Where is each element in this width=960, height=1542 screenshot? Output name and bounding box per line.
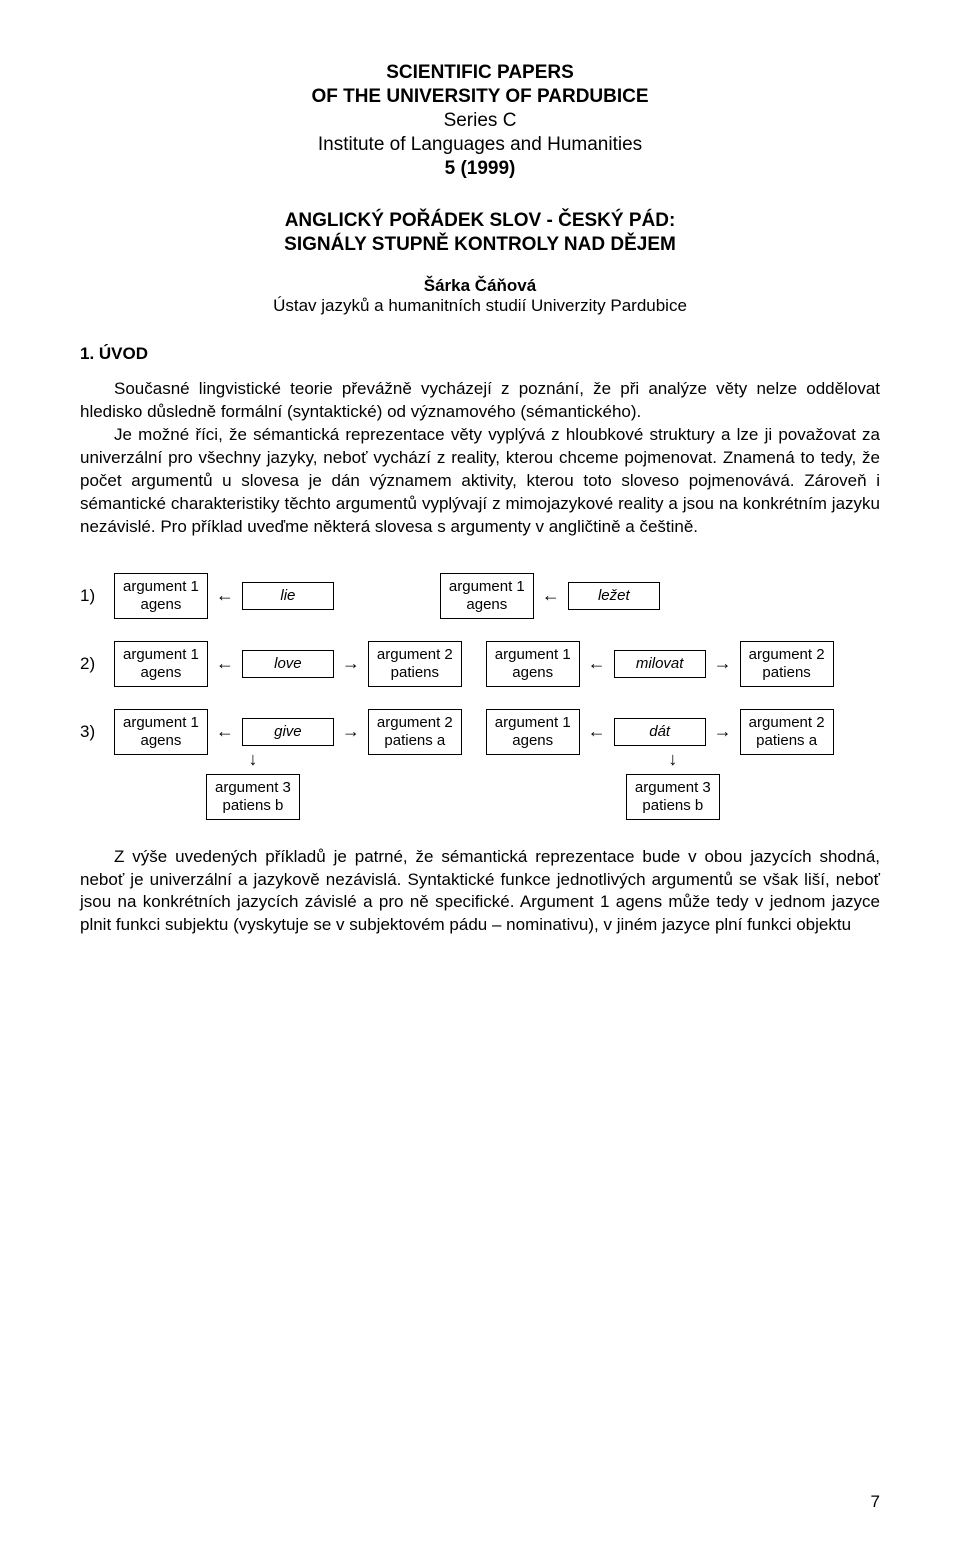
spacer <box>106 749 198 820</box>
arg1-label-line2: agens <box>141 664 182 681</box>
journal-issue: 5 (1999) <box>80 158 880 180</box>
arg1-label-line2: agens <box>141 596 182 613</box>
diagram-row-3-sub: ↓ argument 3 patiens b ↓ argument 3 pati… <box>106 749 880 820</box>
arg3-col-cz: ↓ argument 3 patiens b <box>626 749 720 820</box>
spacer <box>308 749 618 820</box>
arrow-right-icon: → <box>714 653 732 674</box>
arg2a-label-line1: argument 2 <box>377 714 453 731</box>
arg1-label-line1: argument 1 <box>495 646 571 663</box>
arrow-right-icon: → <box>714 721 732 742</box>
arg3-col-en: ↓ argument 3 patiens b <box>206 749 300 820</box>
arrow-left-icon: ← <box>542 585 560 606</box>
diagram-row-1: 1) argument 1 agens ← lie argument 1 age… <box>80 573 880 619</box>
arg1-label-line1: argument 1 <box>123 646 199 663</box>
arg1-label-line1: argument 1 <box>123 578 199 595</box>
arg2a-box: argument 2 patiens a <box>740 709 834 755</box>
verb-box-cz: ležet <box>568 582 660 610</box>
verb-box-en: give <box>242 718 334 746</box>
journal-title-line1: SCIENTIFIC PAPERS <box>80 62 880 84</box>
arg1-box: argument 1 agens <box>440 573 534 619</box>
arrow-left-icon: ← <box>216 653 234 674</box>
section-heading-1: 1. ÚVOD <box>80 344 880 364</box>
arg2-label-line1: argument 2 <box>749 646 825 663</box>
paper-title: ANGLICKÝ POŘÁDEK SLOV - ČESKÝ PÁD: SIGNÁ… <box>80 210 880 256</box>
arrow-left-icon: ← <box>216 585 234 606</box>
row-number-2: 2) <box>80 654 106 674</box>
body-paragraph-2: Je možné říci, že sémantická reprezentac… <box>80 424 880 539</box>
verb-box-en: lie <box>242 582 334 610</box>
arg3-label-line1: argument 3 <box>635 779 711 796</box>
arrow-right-icon: → <box>342 653 360 674</box>
page-number: 7 <box>871 1492 880 1512</box>
author-block: Šárka Čáňová Ústav jazyků a humanitních … <box>80 276 880 316</box>
row-number-3: 3) <box>80 722 106 742</box>
arrow-right-icon: → <box>342 721 360 742</box>
arg2a-label-line2: patiens a <box>384 732 445 749</box>
author-affiliation: Ústav jazyků a humanitních studií Univer… <box>80 296 880 316</box>
arrow-left-icon: ← <box>588 653 606 674</box>
body-paragraph-1: Současné lingvistické teorie převážně vy… <box>80 378 880 424</box>
arg2-label-line2: patiens <box>391 664 439 681</box>
body-paragraph-3: Z výše uvedených příkladů je patrné, že … <box>80 846 880 938</box>
arg1-box: argument 1 agens <box>486 641 580 687</box>
journal-header: SCIENTIFIC PAPERS OF THE UNIVERSITY OF P… <box>80 62 880 180</box>
arg1-label-line2: agens <box>512 664 553 681</box>
arg1-label-line2: agens <box>466 596 507 613</box>
arg1-label-line1: argument 1 <box>449 578 525 595</box>
arg2-box: argument 2 patiens <box>368 641 462 687</box>
verb-box-cz: milovat <box>614 650 706 678</box>
arg2a-label-line2: patiens a <box>756 732 817 749</box>
author-name: Šárka Čáňová <box>80 276 880 296</box>
diagram-area: 1) argument 1 agens ← lie argument 1 age… <box>80 573 880 820</box>
arg3-label-line2: patiens b <box>223 797 284 814</box>
arrow-left-icon: ← <box>588 721 606 742</box>
arg2a-label-line1: argument 2 <box>749 714 825 731</box>
arrow-down-icon: ↓ <box>248 749 257 770</box>
journal-institute: Institute of Languages and Humanities <box>80 134 880 156</box>
page: SCIENTIFIC PAPERS OF THE UNIVERSITY OF P… <box>0 0 960 1542</box>
journal-series: Series C <box>80 110 880 132</box>
arg3-label-line2: patiens b <box>642 797 703 814</box>
arrow-left-icon: ← <box>216 721 234 742</box>
paper-title-line2: SIGNÁLY STUPNĚ KONTROLY NAD DĚJEM <box>80 234 880 256</box>
journal-title-line2: OF THE UNIVERSITY OF PARDUBICE <box>80 86 880 108</box>
arg2-label-line2: patiens <box>762 664 810 681</box>
verb-box-en: love <box>242 650 334 678</box>
arg1-label-line2: agens <box>141 732 182 749</box>
arg1-box: argument 1 agens <box>114 641 208 687</box>
arg3-box: argument 3 patiens b <box>206 774 300 820</box>
arg1-label-line1: argument 1 <box>123 714 199 731</box>
arg1-label-line2: agens <box>512 732 553 749</box>
diagram-row-2: 2) argument 1 agens ← love → argument 2 … <box>80 641 880 687</box>
arrow-down-icon: ↓ <box>668 749 677 770</box>
arg3-box: argument 3 patiens b <box>626 774 720 820</box>
arg2-label-line1: argument 2 <box>377 646 453 663</box>
arg1-box: argument 1 agens <box>114 573 208 619</box>
verb-box-cz: dát <box>614 718 706 746</box>
arg3-label-line1: argument 3 <box>215 779 291 796</box>
arg1-label-line1: argument 1 <box>495 714 571 731</box>
paper-title-line1: ANGLICKÝ POŘÁDEK SLOV - ČESKÝ PÁD: <box>80 210 880 232</box>
arg2-box: argument 2 patiens <box>740 641 834 687</box>
row-number-1: 1) <box>80 586 106 606</box>
